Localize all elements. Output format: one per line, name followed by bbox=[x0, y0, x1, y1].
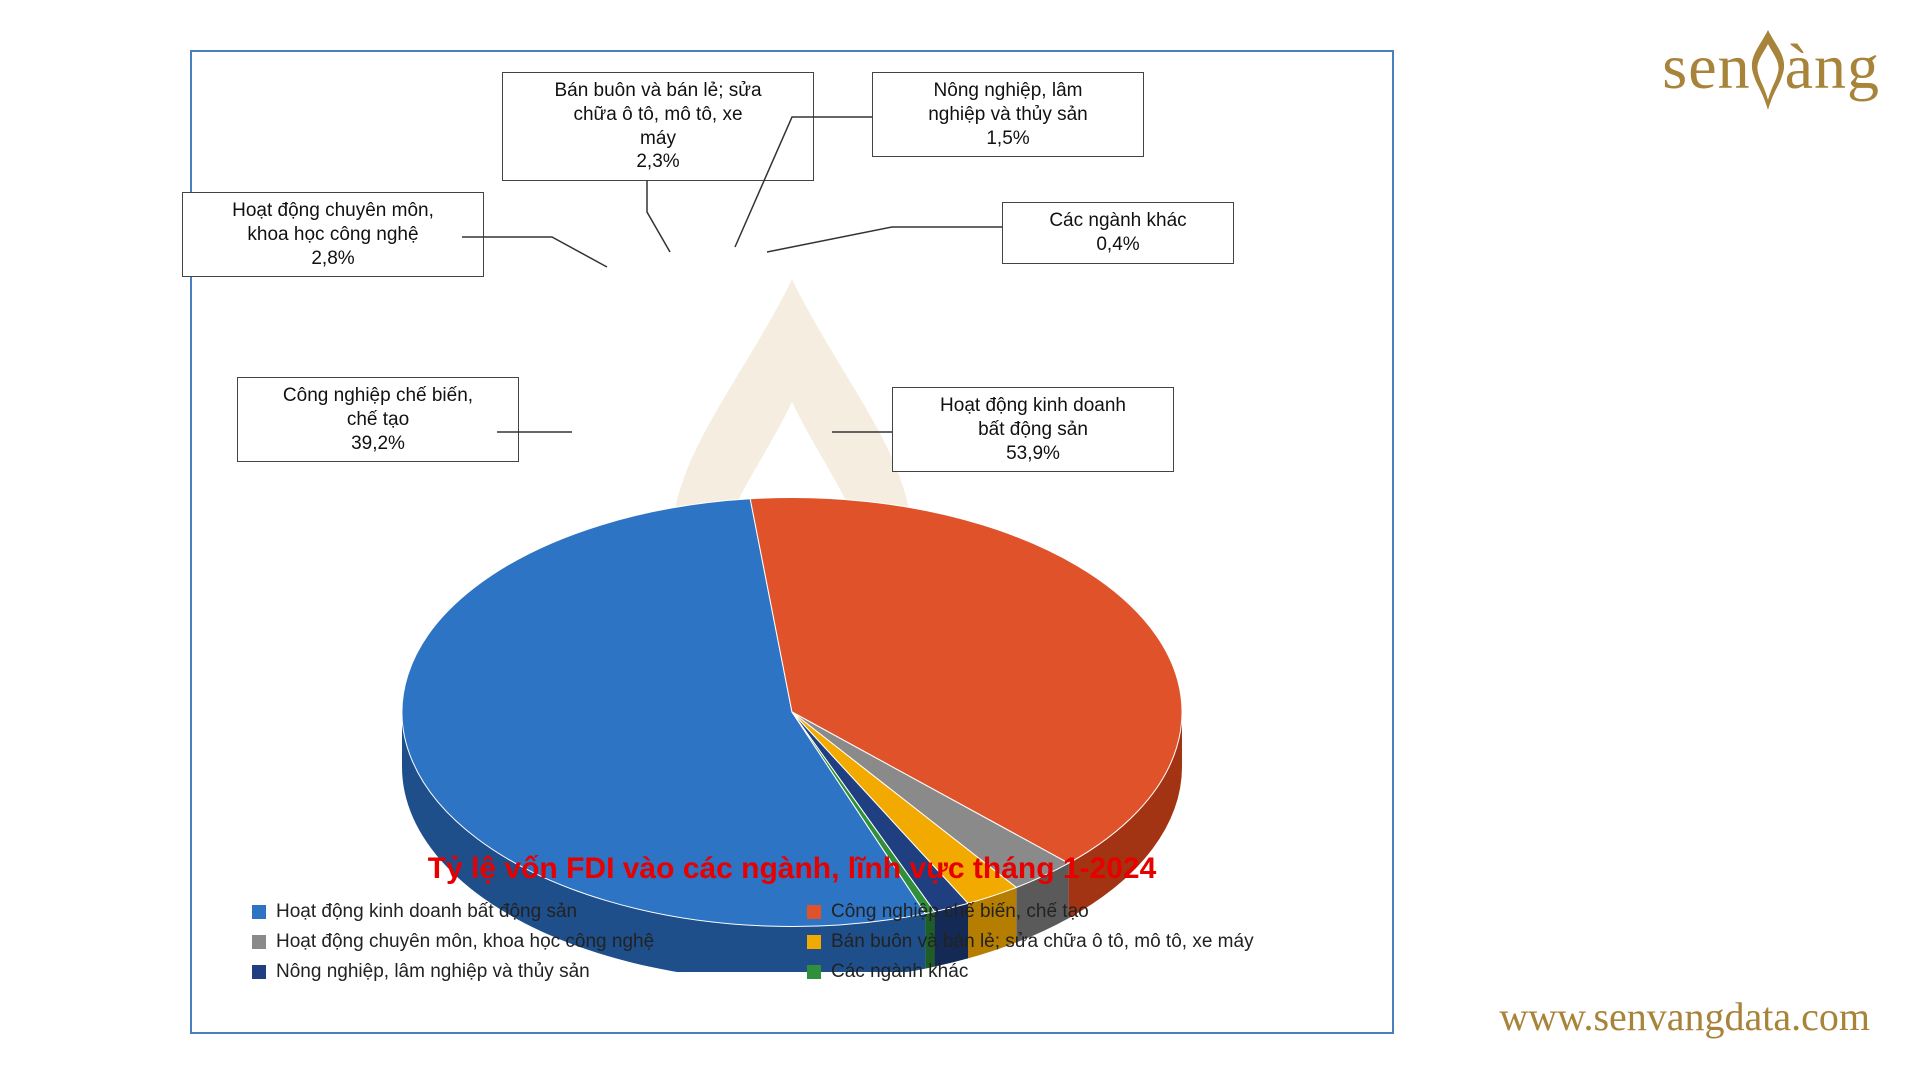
chart-frame: Hoạt động kinh doanhbất động sản53,9% Côn… bbox=[190, 50, 1394, 1034]
legend-label: Hoạt động kinh doanh bất động sản bbox=[276, 901, 577, 923]
legend-label: Bán buôn và bán lẻ; sửa chữa ô tô, mô tô… bbox=[831, 931, 1254, 953]
callout-box: Hoạt động kinh doanhbất động sản53,9% bbox=[892, 387, 1174, 472]
legend-swatch bbox=[807, 935, 821, 949]
legend-item: Bán buôn và bán lẻ; sửa chữa ô tô, mô tô… bbox=[807, 927, 1362, 957]
callouts-layer: Hoạt động kinh doanhbất động sản53,9% Côn… bbox=[192, 52, 1392, 752]
legend-label: Công nghiệp chế biến, chế tạo bbox=[831, 901, 1089, 923]
legend-item: Nông nghiệp, lâm nghiệp và thủy sản bbox=[252, 957, 807, 987]
legend-label: Hoạt động chuyên môn, khoa học công nghệ bbox=[276, 931, 654, 953]
brand-text-left: sen bbox=[1662, 30, 1750, 104]
legend-item: Hoạt động kinh doanh bất động sản bbox=[252, 897, 807, 927]
callout-box: Nông nghiệp, lâmnghiệp và thủy sản1,5% bbox=[872, 72, 1144, 157]
brand-url: www.senvangdata.com bbox=[1499, 993, 1870, 1040]
legend-swatch bbox=[807, 905, 821, 919]
legend-item: Hoạt động chuyên môn, khoa học công nghệ bbox=[252, 927, 807, 957]
legend-swatch bbox=[252, 905, 266, 919]
callout-box: Công nghiệp chế biến,chế tạo39,2% bbox=[237, 377, 519, 462]
stage: Hoạt động kinh doanhbất động sản53,9% Côn… bbox=[0, 0, 1920, 1080]
legend-label: Các ngành khác bbox=[831, 961, 968, 983]
callout-box: Bán buôn và bán lẻ; sửachữa ô tô, mô tô,… bbox=[502, 72, 814, 181]
callout-box: Các ngành khác0,4% bbox=[1002, 202, 1234, 264]
legend-swatch bbox=[252, 935, 266, 949]
chart-title: Tỷ lệ vốn FDI vào các ngành, lĩnh vực th… bbox=[192, 852, 1392, 886]
brand-text-right: àng bbox=[1785, 30, 1880, 104]
legend-item: Công nghiệp chế biến, chế tạo bbox=[807, 897, 1362, 927]
legend-swatch bbox=[252, 965, 266, 979]
legend: Hoạt động kinh doanh bất động sản Công ng… bbox=[252, 897, 1362, 987]
flame-icon bbox=[1745, 30, 1791, 110]
callout-box: Hoạt động chuyên môn,khoa học công nghệ2… bbox=[182, 192, 484, 277]
legend-swatch bbox=[807, 965, 821, 979]
brand-logo: sen àng bbox=[1662, 30, 1880, 104]
legend-label: Nông nghiệp, lâm nghiệp và thủy sản bbox=[276, 961, 590, 983]
legend-item: Các ngành khác bbox=[807, 957, 1362, 987]
